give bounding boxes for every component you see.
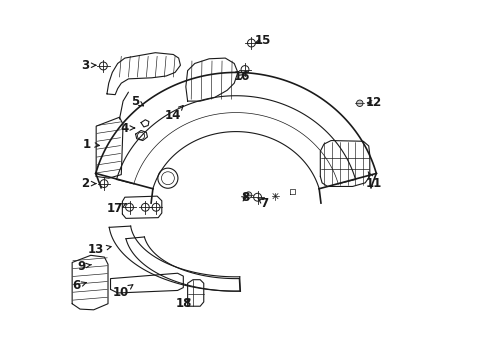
Text: 2: 2 (81, 177, 96, 190)
Text: 9: 9 (78, 260, 92, 273)
Text: 8: 8 (241, 192, 249, 204)
Text: 11: 11 (366, 172, 382, 190)
Circle shape (357, 100, 363, 107)
Text: 15: 15 (255, 33, 271, 47)
Text: 17: 17 (107, 202, 126, 215)
Text: 3: 3 (81, 59, 96, 72)
Text: 1: 1 (83, 138, 99, 150)
Text: 4: 4 (121, 122, 135, 135)
Text: 16: 16 (233, 69, 249, 82)
Text: 14: 14 (165, 105, 183, 122)
Circle shape (245, 192, 252, 198)
Text: 13: 13 (88, 243, 111, 256)
Text: 18: 18 (176, 297, 192, 310)
Text: 12: 12 (366, 96, 382, 109)
Text: 5: 5 (131, 95, 144, 108)
Text: 7: 7 (258, 197, 269, 210)
Text: 10: 10 (113, 285, 133, 300)
Text: 6: 6 (73, 279, 86, 292)
